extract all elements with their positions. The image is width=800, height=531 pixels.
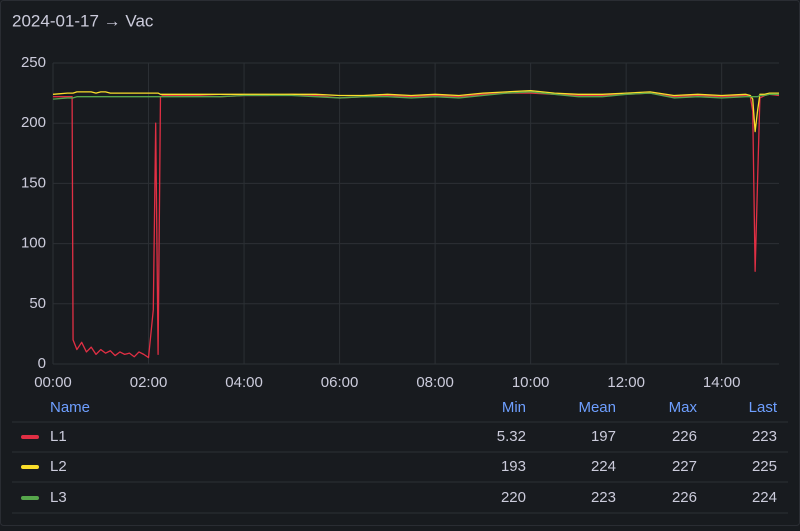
legend-name: L2 xyxy=(50,458,67,475)
x-tick-label: 02:00 xyxy=(130,374,168,391)
legend-value: 226 xyxy=(672,489,697,506)
x-tick-label: 10:00 xyxy=(512,374,550,391)
legend-value: 5.32 xyxy=(497,428,526,445)
legend-header: Mean xyxy=(578,399,616,416)
legend-value: 193 xyxy=(501,458,526,475)
y-tick-label: 150 xyxy=(21,174,46,191)
series-line xyxy=(52,90,779,133)
x-tick-label: 00:00 xyxy=(34,374,72,391)
x-tick-label: 14:00 xyxy=(703,374,741,391)
legend: Name Min Mean Max Last L1 5.32 197 226 223 L2 193 22… xyxy=(12,399,788,514)
series-line xyxy=(52,91,779,100)
legend-name: L3 xyxy=(50,489,67,506)
legend-value: 225 xyxy=(752,458,777,475)
legend-value: 226 xyxy=(672,428,697,445)
y-tick-label: 250 xyxy=(21,54,46,71)
x-tick-label: 04:00 xyxy=(225,374,263,391)
legend-header: Last xyxy=(749,399,778,416)
legend-value: 224 xyxy=(591,458,616,475)
plot xyxy=(52,90,780,359)
legend-header: Name xyxy=(50,399,90,416)
panel-title: 2024-01-17 → Vac xyxy=(12,11,154,30)
x-tick-label: 12:00 xyxy=(607,374,645,391)
legend-header: Min xyxy=(502,399,526,416)
grid: 0 50 100 150 200 250 00:00 02:00 04:00 06:00 08:00… xyxy=(21,54,779,391)
x-tick-label: 08:00 xyxy=(416,374,454,391)
legend-value: 197 xyxy=(591,428,616,445)
legend-value: 223 xyxy=(752,428,777,445)
x-tick-label: 06:00 xyxy=(321,374,359,391)
y-tick-label: 100 xyxy=(21,235,46,252)
legend-value: 227 xyxy=(672,458,697,475)
legend-value: 224 xyxy=(752,489,777,506)
legend-header: Max xyxy=(669,399,698,416)
y-tick-label: 0 xyxy=(38,355,46,372)
legend-name: L1 xyxy=(50,428,67,445)
legend-value: 220 xyxy=(501,489,526,506)
y-tick-label: 50 xyxy=(29,295,46,312)
y-tick-label: 200 xyxy=(21,114,46,131)
legend-value: 223 xyxy=(591,489,616,506)
